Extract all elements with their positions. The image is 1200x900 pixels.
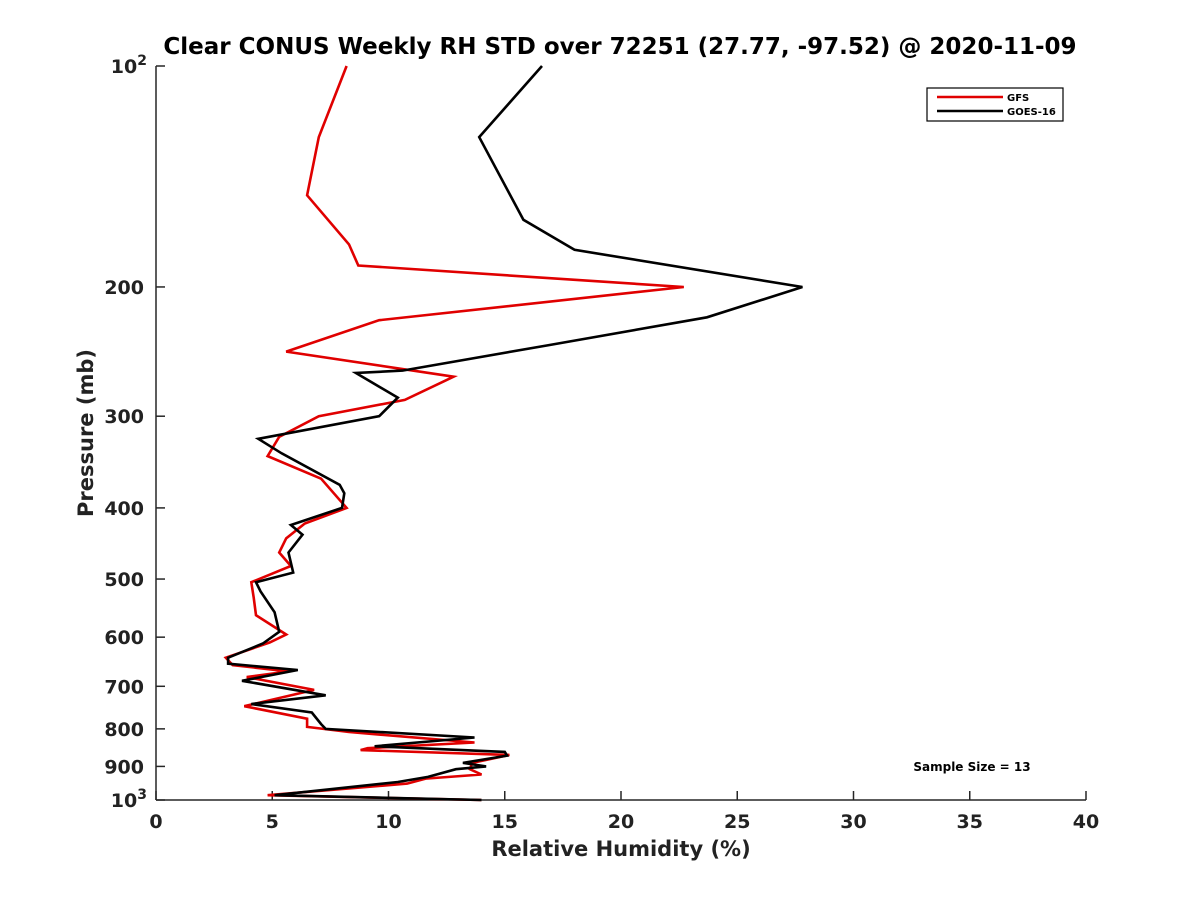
plot-area: 0 5 10 15 20 25 30 35 40 10220030040050060070080… bbox=[104, 53, 1099, 833]
y-tick-label: 103 bbox=[111, 787, 147, 812]
y-tick-label: 700 bbox=[104, 676, 144, 698]
x-tick-label: 20 bbox=[608, 811, 634, 833]
x-ticks: 0 5 10 15 20 25 30 35 40 bbox=[149, 791, 1099, 833]
series-line-gfs bbox=[223, 65, 684, 802]
legend-label-goes16: GOES-16 bbox=[1007, 107, 1056, 118]
y-tick-label: 900 bbox=[104, 756, 144, 778]
y-tick-label: 102 bbox=[111, 53, 147, 78]
x-tick-label: 15 bbox=[492, 811, 518, 833]
y-tick-label: 500 bbox=[104, 569, 144, 591]
x-tick-label: 35 bbox=[957, 811, 983, 833]
series-line-goes-16 bbox=[226, 65, 803, 802]
y-tick-label: 800 bbox=[104, 719, 144, 741]
y-tick-label: 300 bbox=[104, 406, 144, 428]
x-tick-label: 10 bbox=[375, 811, 401, 833]
x-tick-label: 0 bbox=[149, 811, 162, 833]
sample-size-annotation: Sample Size = 13 bbox=[913, 760, 1030, 774]
legend-label-gfs: GFS bbox=[1007, 93, 1029, 104]
y-tick-label-base: 10 bbox=[111, 790, 137, 812]
x-tick-label: 25 bbox=[724, 811, 750, 833]
y-tick-label: 200 bbox=[104, 277, 144, 299]
x-tick-label: 5 bbox=[266, 811, 279, 833]
y-tick-label-base: 10 bbox=[111, 56, 137, 78]
y-tick-label: 400 bbox=[104, 498, 144, 520]
legend-box bbox=[926, 87, 1064, 122]
x-tick-label: 40 bbox=[1073, 811, 1099, 833]
y-axis-label: Pressure (mb) bbox=[74, 349, 98, 517]
y-tick-label: 600 bbox=[104, 627, 144, 649]
legend: GFS GOES-16 bbox=[926, 87, 1064, 122]
x-axis-label: Relative Humidity (%) bbox=[491, 837, 750, 861]
chart-title: Clear CONUS Weekly RH STD over 72251 (27… bbox=[163, 34, 1076, 60]
y-tick-label-exponent: 3 bbox=[137, 787, 147, 803]
x-tick-label: 30 bbox=[840, 811, 866, 833]
y-tick-label-exponent: 2 bbox=[137, 53, 147, 69]
series-lines bbox=[223, 65, 803, 802]
